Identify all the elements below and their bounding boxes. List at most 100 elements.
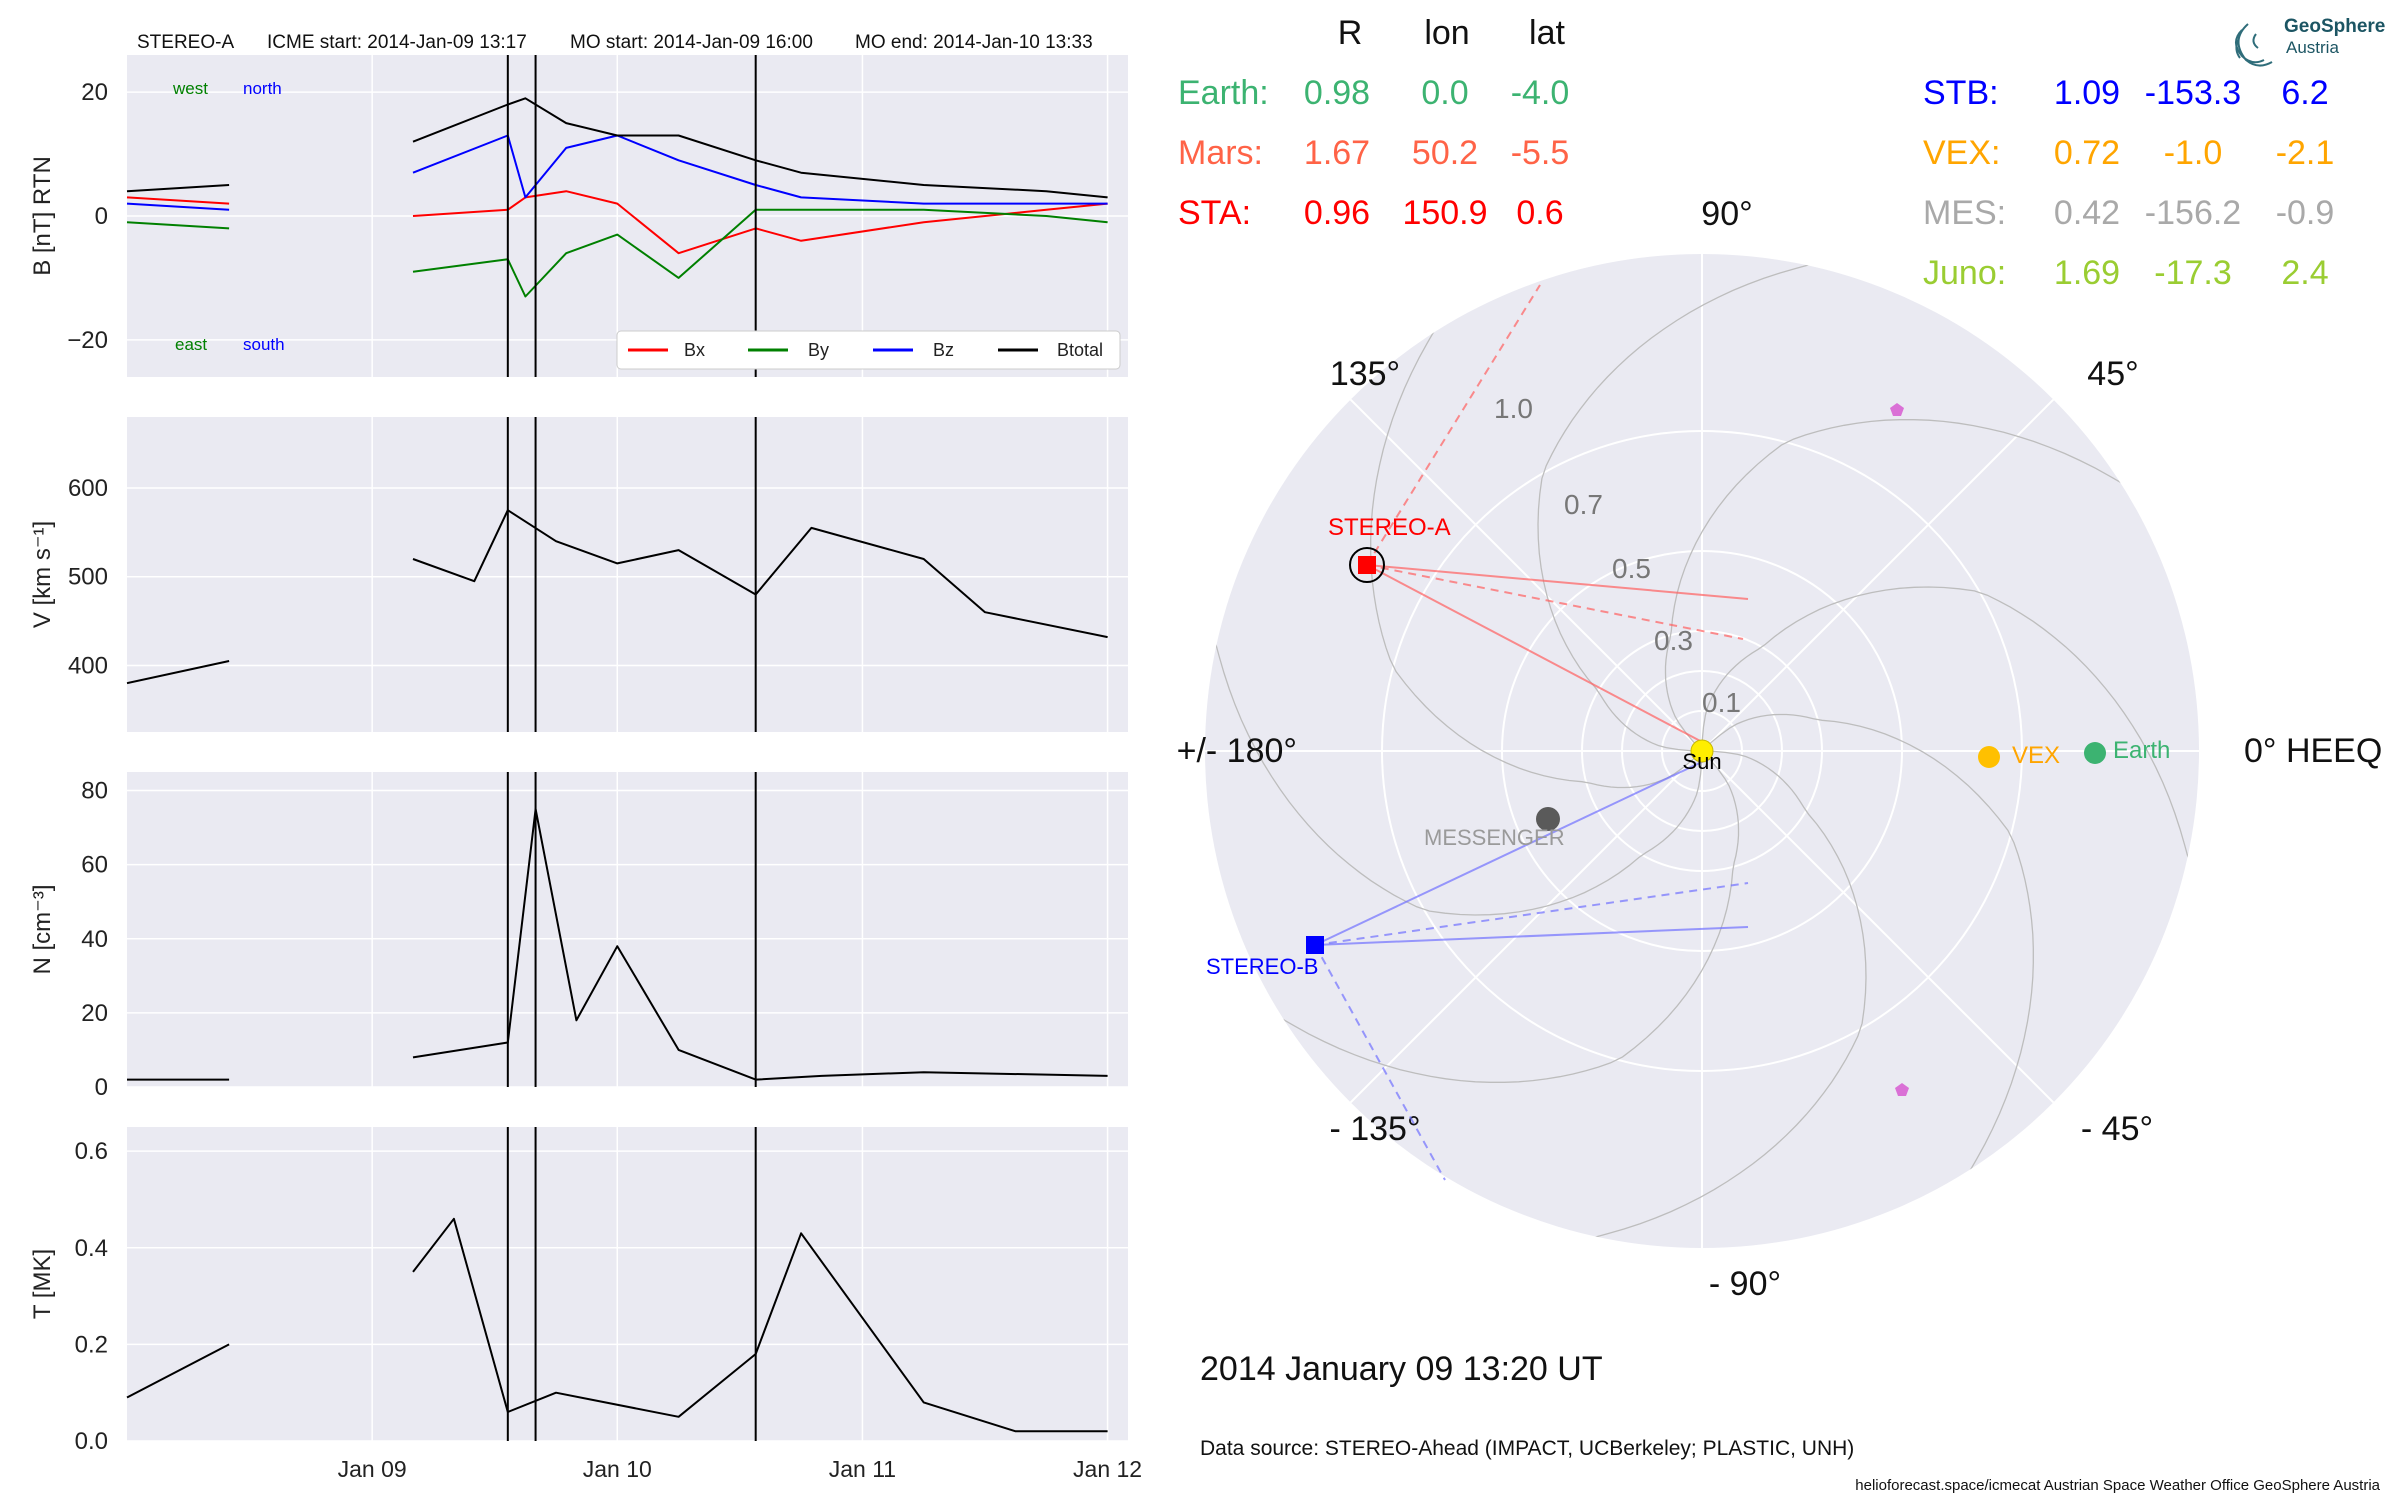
angle-label: - 90° xyxy=(1709,1265,1781,1303)
angle-label: 90° xyxy=(1701,195,1752,233)
east-label: east xyxy=(175,335,207,354)
legend-bx-label: Bx xyxy=(684,340,705,360)
logo-icon xyxy=(2235,23,2273,67)
x-tick-label: Jan 11 xyxy=(829,1456,896,1482)
magnetic-field-panel: −20 0 20 B [nT] RTN xyxy=(29,55,1128,377)
icme-start-label: ICME start: 2014-Jan-09 13:17 xyxy=(267,32,527,53)
x-tick-label: Jan 10 xyxy=(583,1456,652,1482)
table-cell-r: 0.72 xyxy=(2054,134,2120,172)
panel-n-ytick-label: 40 xyxy=(81,926,108,953)
series-bx-line xyxy=(126,190,1108,255)
data-source-label: Data source: STEREO-Ahead (IMPACT, UCBer… xyxy=(1200,1437,1854,1460)
panel-v-ylabel: V [km s⁻¹] xyxy=(29,521,56,628)
fov-line xyxy=(1366,564,1744,640)
table-row-name: VEX: xyxy=(1923,134,2000,172)
panel-v-ytick-label: 500 xyxy=(68,564,108,591)
table-cell-lat: 0.6 xyxy=(1516,194,1563,232)
stereo-a-ring xyxy=(1349,547,1385,583)
sun-marker xyxy=(1690,739,1714,763)
geosphere-logo: GeoSphere Austria xyxy=(2235,16,2385,67)
stereo-b-label: STEREO-B xyxy=(1206,954,1318,979)
stereo-a-marker xyxy=(1358,556,1376,574)
panel-b-ytick-label: −20 xyxy=(67,327,108,354)
panel-n-ytick-label: 60 xyxy=(81,852,108,879)
table-cell-lon: 150.9 xyxy=(1402,194,1487,232)
table-cell-lat: -4.0 xyxy=(1511,74,1570,112)
panel-t-series-line xyxy=(126,1217,1108,1433)
fov-line xyxy=(1314,944,1446,1181)
marker-layer: Sun Earth VEX MESSENGER STEREO-A STEREO-… xyxy=(1206,403,2170,1096)
table-cell-lat: -0.9 xyxy=(2276,194,2335,232)
table-header: lat xyxy=(1529,14,1565,52)
fov-line xyxy=(1314,926,1749,946)
credit-label: helioforecast.space/icmecat Austrian Spa… xyxy=(1855,1477,2380,1494)
spacecraft-label: STEREO-A xyxy=(137,32,234,53)
angular-grid-line xyxy=(1701,398,2055,752)
panel-n-ytick-label: 0 xyxy=(95,1074,108,1101)
polar-grid xyxy=(1205,254,2199,1248)
table-header: R xyxy=(1338,14,1363,52)
table-cell-lat: -2.1 xyxy=(2276,134,2335,172)
x-tick-label: Jan 12 xyxy=(1073,1456,1142,1482)
stereo-b-marker xyxy=(1306,936,1324,954)
vex-label: VEX xyxy=(2012,742,2060,769)
radial-tick-labels: 0.1 0.3 0.5 0.7 1.0 xyxy=(1494,393,1741,718)
legend-bz-label: Bz xyxy=(933,340,954,360)
angle-label: - 45° xyxy=(2081,1110,2153,1148)
table-cell-r: 1.09 xyxy=(2054,74,2120,112)
messenger-label: MESSENGER xyxy=(1424,825,1565,850)
table-cell-lon: -1.0 xyxy=(2164,134,2223,172)
fov-line xyxy=(1366,564,1707,745)
vex-marker xyxy=(1978,746,2000,768)
panel-t-ytick-label: 0.6 xyxy=(75,1138,108,1165)
angle-label: 135° xyxy=(1330,355,1400,393)
panel-v-series-line xyxy=(126,509,1108,685)
parker-spiral-line xyxy=(1701,586,2199,917)
logo-line1: GeoSphere xyxy=(2284,16,2385,37)
mo-start-label: MO start: 2014-Jan-09 16:00 xyxy=(570,32,813,53)
b-legend: Bx By Bz Btotal xyxy=(616,330,1121,370)
table-cell-lon: -153.3 xyxy=(2145,74,2241,112)
angle-label: - 135° xyxy=(1329,1110,1420,1148)
parker-spirals xyxy=(1205,254,2199,1248)
earth-marker xyxy=(2084,742,2106,764)
angle-label: 45° xyxy=(2087,355,2138,393)
table-row-name: STB: xyxy=(1923,74,1999,112)
legend-btotal-label: Btotal xyxy=(1057,340,1103,360)
series-btotal-line xyxy=(126,97,1108,199)
mo-end-label: MO end: 2014-Jan-10 13:33 xyxy=(855,32,1093,53)
angular-grid-line xyxy=(1349,398,1703,752)
north-label: north xyxy=(243,79,282,98)
table-cell-r: 0.96 xyxy=(1304,194,1370,232)
fov-line xyxy=(1314,759,1707,946)
angular-grid-line xyxy=(1349,750,1703,1104)
table-cell-lon: 50.2 xyxy=(1412,134,1478,172)
angle-label: 0° HEEQ xyxy=(2244,732,2382,770)
table-cell-lat: 6.2 xyxy=(2281,74,2328,112)
panel-n-ylabel: N [cm⁻³] xyxy=(29,885,56,975)
table-cell-r: 0.42 xyxy=(2054,194,2120,232)
series-by-line xyxy=(126,208,1108,298)
radial-tick-label: 0.7 xyxy=(1564,489,1603,520)
table-header: lon xyxy=(1424,14,1469,52)
table-cell-r: 1.67 xyxy=(1304,134,1370,172)
angle-label: +/- 180° xyxy=(1177,732,1297,770)
table-cell-lon: 0.0 xyxy=(1421,74,1468,112)
sun-label: Sun xyxy=(1682,749,1721,774)
panel-v-background xyxy=(127,417,1128,732)
panel-t-background xyxy=(127,1127,1128,1441)
earth-label: Earth xyxy=(2113,737,2170,764)
x-tick-label: Jan 09 xyxy=(338,1456,407,1482)
juno-marker xyxy=(1895,1083,1909,1096)
temperature-panel: 0.0 0.2 0.4 0.6 T [MK] Jan 09 Jan 10 Jan 11 Jan … xyxy=(29,1127,1142,1482)
panel-t-ytick-label: 0.0 xyxy=(75,1428,108,1455)
panel-b-ytick-label: 20 xyxy=(81,79,108,106)
field-of-view-lines xyxy=(1314,284,1749,1181)
parker-spiral-line xyxy=(1537,254,1868,752)
timeseries-header: STEREO-A ICME start: 2014-Jan-09 13:17 M… xyxy=(137,32,1093,53)
panel-t-ytick-label: 0.2 xyxy=(75,1331,108,1358)
table-row-name: MES: xyxy=(1923,194,2006,232)
legend-box xyxy=(616,330,1121,370)
